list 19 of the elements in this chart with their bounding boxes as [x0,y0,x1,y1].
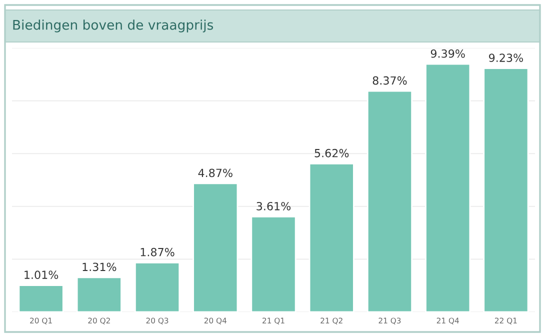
bar [366,90,412,312]
bar [483,68,529,312]
data-label: 1.01% [24,270,58,280]
bar [250,216,296,312]
bar [76,276,122,312]
bar [134,262,180,312]
bar [425,63,471,312]
bar [192,182,238,312]
bar [308,162,354,312]
data-label: 4.87% [198,168,232,178]
bar [18,284,64,312]
data-label: 3.61% [256,202,291,210]
data-label: 9.23% [488,54,523,62]
data-label: 1.87% [140,248,174,256]
chart-title: Biedingen boven de vraagprijs [13,20,214,32]
data-label: 9.39% [430,49,465,58]
data-label: 8.37% [372,76,407,85]
data-label: 1.31% [82,262,116,272]
data-label: 5.62% [314,148,349,158]
